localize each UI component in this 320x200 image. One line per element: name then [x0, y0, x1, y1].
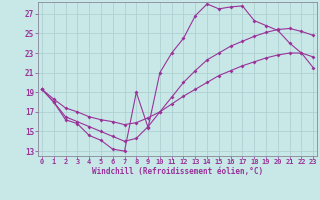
- X-axis label: Windchill (Refroidissement éolien,°C): Windchill (Refroidissement éolien,°C): [92, 167, 263, 176]
